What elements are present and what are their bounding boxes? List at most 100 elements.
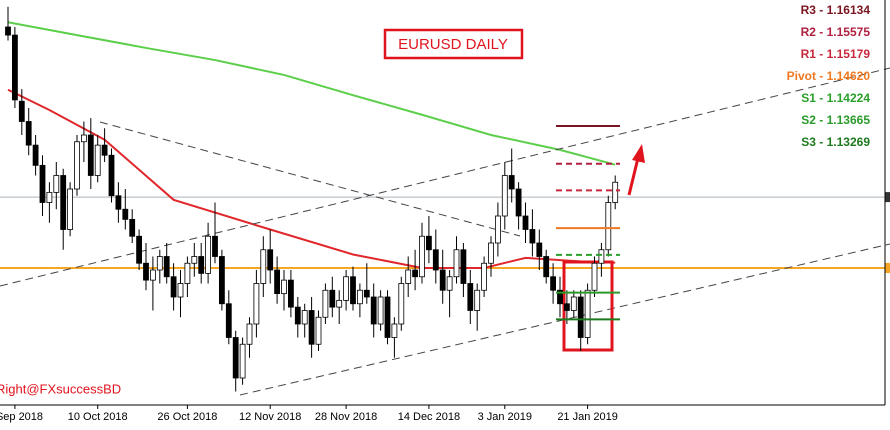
candle-body	[343, 276, 350, 301]
candle-body	[481, 262, 488, 291]
candle-body	[136, 235, 143, 264]
candle-body	[46, 191, 53, 203]
level-label: S1 - 1.14224	[801, 91, 870, 105]
candle-body	[591, 262, 598, 291]
candle-body	[94, 144, 101, 176]
candle-body	[11, 34, 18, 101]
candle-body	[356, 289, 363, 305]
candle-body	[267, 249, 274, 271]
candle-body	[87, 134, 94, 176]
candle-body	[198, 256, 205, 274]
candle-body	[239, 343, 246, 379]
candle-body	[612, 181, 619, 203]
title-box	[383, 28, 524, 60]
candle-body	[81, 134, 87, 143]
candle-body	[315, 316, 322, 345]
candle-body	[564, 303, 570, 311]
x-tick-label: 10 Oct 2018	[68, 411, 128, 423]
candle-body	[419, 235, 425, 278]
candle-body	[308, 310, 315, 345]
moving-average	[7, 21, 616, 166]
candle-body	[488, 242, 494, 264]
x-tick-label: 26 Oct 2018	[157, 411, 217, 423]
candle-body	[322, 289, 329, 318]
candle-body	[149, 269, 156, 281]
candle-body	[405, 269, 412, 284]
candle-body	[550, 276, 556, 291]
candle-body	[170, 276, 177, 298]
candle-body	[557, 289, 563, 305]
candle-body	[274, 269, 281, 295]
candle-body	[129, 218, 136, 237]
candle-body	[515, 188, 522, 217]
candle-body	[584, 289, 591, 338]
x-tick-label: 21 Jan 2019	[557, 411, 618, 423]
candle-body	[294, 306, 301, 325]
x-tick-label: 12 Nov 2018	[239, 411, 301, 423]
candle-body	[350, 276, 356, 305]
candle-body	[177, 283, 184, 298]
candle-body	[377, 296, 384, 325]
level-label: R2 - 1.15575	[801, 25, 871, 39]
candle-body	[577, 296, 584, 338]
candle-body	[115, 195, 122, 210]
trend-line	[99, 121, 521, 237]
candle-body	[363, 289, 370, 298]
candle-body	[60, 175, 67, 230]
level-label: S3 - 1.13269	[801, 135, 870, 149]
highlight-box	[562, 260, 614, 352]
candle-body	[225, 303, 232, 338]
candle-body	[425, 235, 432, 251]
arrow-head	[632, 144, 645, 163]
candle-body	[108, 154, 115, 197]
candle-body	[370, 296, 377, 325]
trend-line	[239, 243, 890, 396]
candle-body	[329, 289, 336, 308]
candle-body	[460, 249, 467, 284]
candle-body	[439, 269, 446, 291]
candle-body	[74, 141, 80, 190]
candle-body	[287, 279, 294, 308]
x-tick-label: 4 Sep 2018	[0, 411, 43, 423]
candle-body	[536, 242, 543, 257]
candle-body	[501, 175, 508, 217]
candle-body	[453, 249, 460, 278]
candle-body	[605, 202, 612, 251]
x-tick-label: 28 Nov 2018	[315, 411, 377, 423]
price-tag	[885, 192, 890, 203]
candle-body	[446, 276, 453, 291]
candle-body	[253, 283, 260, 325]
candle-body	[232, 337, 239, 379]
candle-body	[184, 262, 191, 284]
candle-body	[53, 175, 60, 193]
chart-title: EURUSD DAILY	[398, 36, 508, 53]
candle-body	[32, 144, 39, 166]
candle-body	[494, 215, 501, 244]
candle-body	[212, 235, 218, 257]
candle-body	[191, 256, 198, 264]
candle-body	[260, 249, 267, 284]
candle-body	[598, 249, 605, 264]
level-label: R3 - 1.16134	[801, 3, 871, 17]
candle-body	[508, 175, 515, 190]
candle-body	[467, 283, 474, 311]
price-tag	[885, 262, 890, 273]
candle-body	[543, 256, 550, 278]
candle-body	[25, 121, 32, 146]
candle-body	[529, 229, 536, 244]
candle-body	[163, 256, 170, 278]
candle-body	[522, 215, 529, 230]
x-tick-label: 3 Jan 2019	[478, 411, 532, 423]
candle-body	[412, 269, 419, 278]
candle-body	[218, 256, 225, 305]
candle-body	[474, 289, 481, 311]
watermark: Right@FXsuccessBD	[0, 381, 121, 396]
candle-body	[570, 296, 577, 311]
candle-body	[5, 26, 11, 36]
level-label: S2 - 1.13665	[801, 113, 870, 127]
candle-body	[384, 296, 391, 338]
candle-body	[101, 144, 108, 156]
candle-body	[156, 256, 163, 271]
